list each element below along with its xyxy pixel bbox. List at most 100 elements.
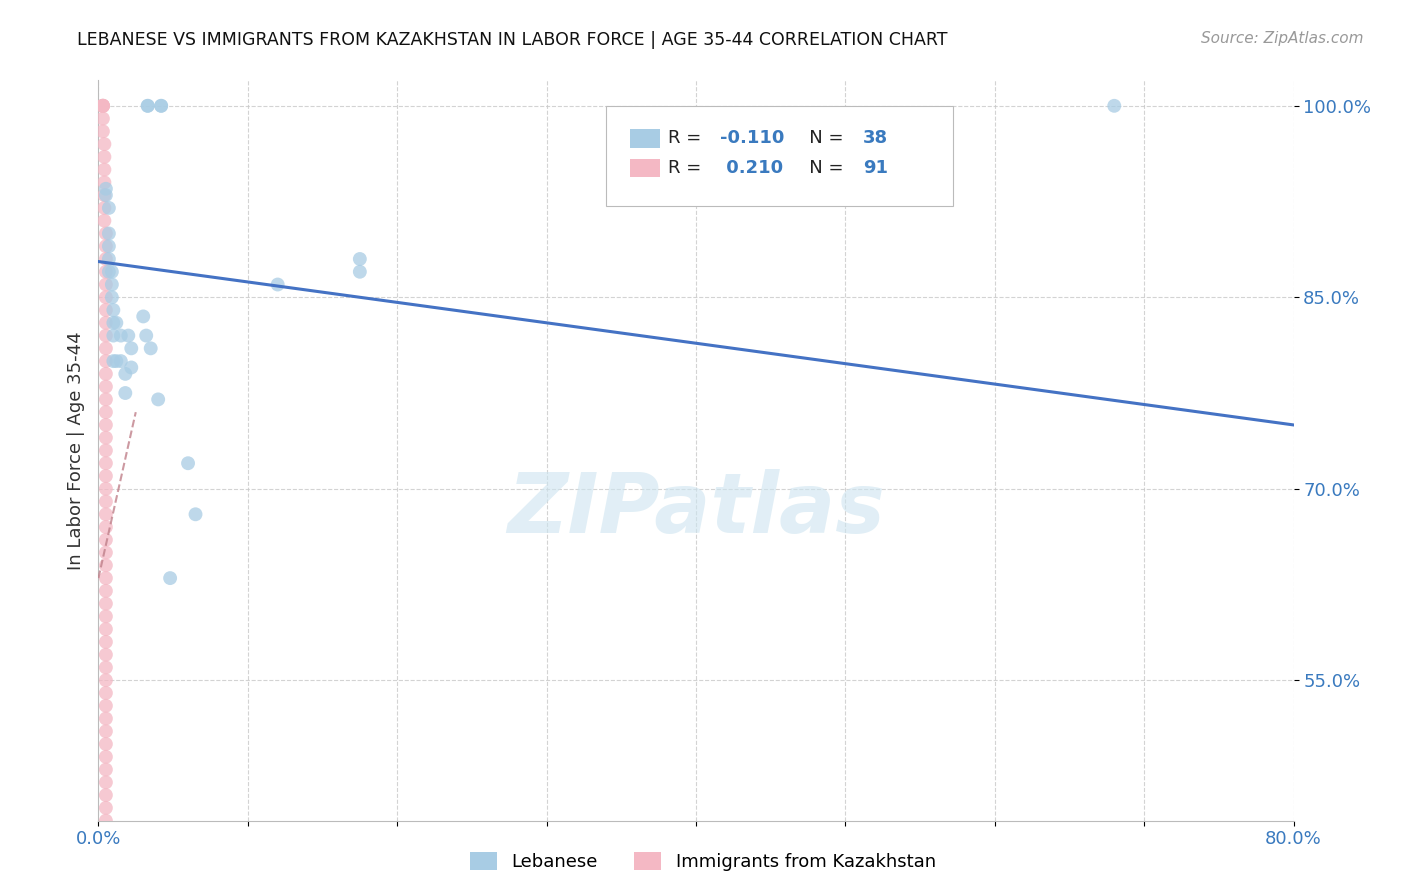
Point — [94, 303, 117, 318]
Point — [150, 99, 173, 113]
Text: Source: ZipAtlas.com: Source: ZipAtlas.com — [1201, 31, 1364, 46]
Point — [94, 405, 117, 419]
Point — [139, 342, 162, 356]
Point — [1104, 99, 1126, 113]
Point — [150, 99, 173, 113]
Point — [103, 354, 125, 368]
Point — [91, 99, 114, 113]
Point — [94, 252, 117, 266]
Point — [94, 648, 117, 662]
Point — [110, 328, 132, 343]
Point — [103, 316, 125, 330]
Point — [93, 137, 115, 152]
Point — [93, 188, 115, 202]
Point — [159, 571, 181, 585]
Point — [97, 239, 120, 253]
Point — [114, 367, 136, 381]
Point — [94, 878, 117, 892]
Point — [94, 864, 117, 879]
Point — [94, 342, 117, 356]
Point — [94, 520, 117, 534]
FancyBboxPatch shape — [630, 129, 661, 148]
Point — [94, 316, 117, 330]
Point — [94, 265, 117, 279]
Point — [267, 277, 290, 292]
Point — [94, 749, 117, 764]
Point — [97, 265, 120, 279]
Point — [97, 201, 120, 215]
Point — [91, 99, 114, 113]
FancyBboxPatch shape — [606, 106, 953, 206]
Point — [94, 660, 117, 674]
Point — [132, 310, 155, 324]
Point — [91, 124, 114, 138]
Point — [94, 583, 117, 598]
Point — [94, 686, 117, 700]
Point — [94, 290, 117, 304]
Text: N =: N = — [792, 159, 849, 177]
Y-axis label: In Labor Force | Age 35-44: In Labor Force | Age 35-44 — [66, 331, 84, 570]
Text: N =: N = — [792, 129, 849, 147]
Text: R =: R = — [668, 129, 707, 147]
Point — [94, 328, 117, 343]
Point — [110, 354, 132, 368]
Point — [94, 698, 117, 713]
Point — [94, 354, 117, 368]
Legend: Lebanese, Immigrants from Kazakhstan: Lebanese, Immigrants from Kazakhstan — [463, 845, 943, 879]
Point — [97, 227, 120, 241]
Point — [94, 239, 117, 253]
Point — [94, 469, 117, 483]
Point — [93, 201, 115, 215]
Point — [94, 533, 117, 547]
Point — [94, 558, 117, 573]
Point — [177, 456, 200, 470]
Text: ZIPatlas: ZIPatlas — [508, 469, 884, 550]
Point — [94, 890, 117, 892]
Text: LEBANESE VS IMMIGRANTS FROM KAZAKHSTAN IN LABOR FORCE | AGE 35-44 CORRELATION CH: LEBANESE VS IMMIGRANTS FROM KAZAKHSTAN I… — [77, 31, 948, 49]
Point — [94, 597, 117, 611]
Point — [97, 252, 120, 266]
Point — [94, 775, 117, 789]
Point — [94, 443, 117, 458]
Point — [94, 188, 117, 202]
Point — [117, 328, 139, 343]
Point — [93, 175, 115, 189]
Text: 91: 91 — [863, 159, 889, 177]
Point — [94, 571, 117, 585]
Point — [105, 316, 128, 330]
Point — [94, 852, 117, 866]
Point — [94, 788, 117, 802]
Point — [94, 277, 117, 292]
Point — [136, 99, 159, 113]
Point — [94, 494, 117, 508]
Point — [94, 367, 117, 381]
Point — [94, 839, 117, 854]
Point — [93, 162, 115, 177]
Point — [103, 303, 125, 318]
Point — [101, 290, 124, 304]
Point — [101, 277, 124, 292]
Text: -0.110: -0.110 — [720, 129, 785, 147]
Point — [94, 673, 117, 688]
Point — [94, 737, 117, 751]
Point — [120, 342, 142, 356]
Point — [349, 252, 371, 266]
Point — [184, 508, 207, 522]
Point — [94, 431, 117, 445]
Point — [94, 635, 117, 649]
Point — [148, 392, 170, 407]
Point — [94, 227, 117, 241]
Point — [91, 99, 114, 113]
Point — [103, 328, 125, 343]
Point — [94, 392, 117, 407]
Point — [91, 112, 114, 126]
Text: 0.210: 0.210 — [720, 159, 783, 177]
Point — [94, 482, 117, 496]
Point — [94, 508, 117, 522]
FancyBboxPatch shape — [630, 159, 661, 178]
Point — [94, 609, 117, 624]
Point — [94, 379, 117, 393]
Point — [135, 328, 157, 343]
Point — [136, 99, 159, 113]
Point — [94, 417, 117, 432]
